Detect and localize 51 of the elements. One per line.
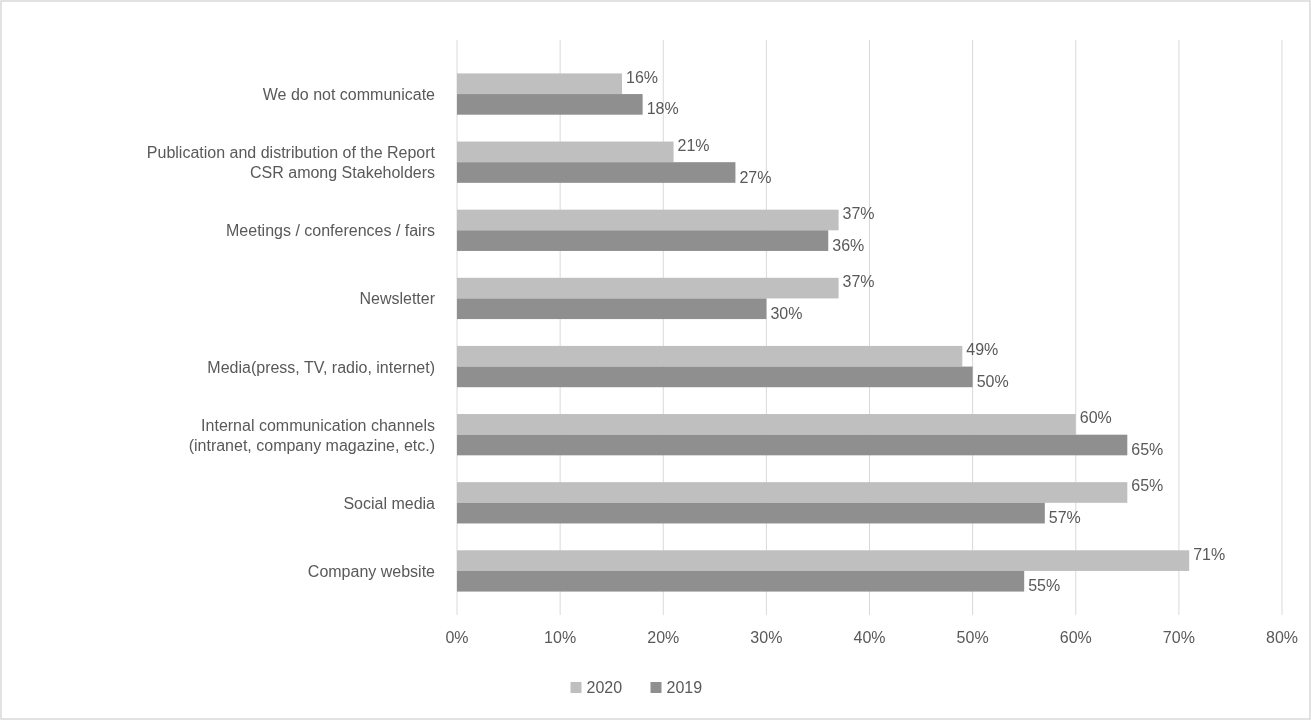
x-tick-label: 20% (647, 629, 680, 646)
data-label: 36% (832, 236, 865, 254)
bar (457, 570, 1025, 592)
data-label: 27% (739, 168, 772, 186)
data-label: 57% (1048, 509, 1081, 527)
data-label: 65% (1131, 477, 1164, 495)
x-tick-label: 40% (853, 629, 886, 646)
bar (457, 298, 767, 320)
bar (457, 550, 1190, 571)
data-label: 16% (626, 68, 659, 86)
bar (457, 162, 736, 183)
y-tick-label: We do not communicate (262, 86, 436, 104)
bar (457, 141, 674, 163)
x-tick-label: 80% (1265, 629, 1299, 646)
legend-label: 2019 (666, 679, 703, 696)
bar (457, 230, 829, 251)
bar (457, 277, 839, 299)
x-tick-label: 0% (445, 629, 469, 646)
y-tick-label: Media(press, TV, radio, internet) (207, 358, 435, 376)
bar (457, 94, 643, 115)
data-label: 37% (842, 204, 875, 222)
data-label: 71% (1193, 545, 1226, 563)
data-label: 21% (677, 136, 710, 154)
data-label: 18% (646, 100, 679, 118)
data-label: 50% (976, 372, 1009, 390)
x-tick-label: 70% (1162, 629, 1195, 646)
data-label: 37% (842, 273, 875, 291)
data-label: 49% (966, 341, 999, 359)
bar (457, 434, 1128, 456)
y-tick-label: Newsletter (359, 290, 436, 308)
x-tick-label: 10% (544, 629, 577, 646)
y-tick-label: Internal communication channels (intranet, company magazine, etc.) (188, 416, 435, 454)
data-label: 60% (1079, 409, 1112, 427)
y-tick-label: Company website (307, 562, 436, 580)
bar (457, 345, 963, 367)
bar (457, 502, 1045, 524)
data-label: 30% (770, 304, 803, 322)
bar (457, 414, 1076, 435)
x-tick-label: 50% (956, 629, 989, 646)
bar (457, 482, 1128, 503)
y-tick-label: Social media (343, 494, 436, 512)
x-tick-label: 60% (1059, 629, 1092, 646)
legend-label: 2020 (586, 679, 623, 696)
x-tick-label: 30% (750, 629, 783, 646)
bar (457, 209, 839, 231)
data-label: 55% (1028, 577, 1061, 595)
y-tick-label: Publication and distribution of the Report CSR among Stakeholders (146, 144, 436, 182)
data-label: 65% (1131, 441, 1164, 459)
bar (457, 366, 973, 388)
y-tick-label: Meetings / conferences / fairs (226, 222, 435, 240)
bar (457, 73, 622, 95)
